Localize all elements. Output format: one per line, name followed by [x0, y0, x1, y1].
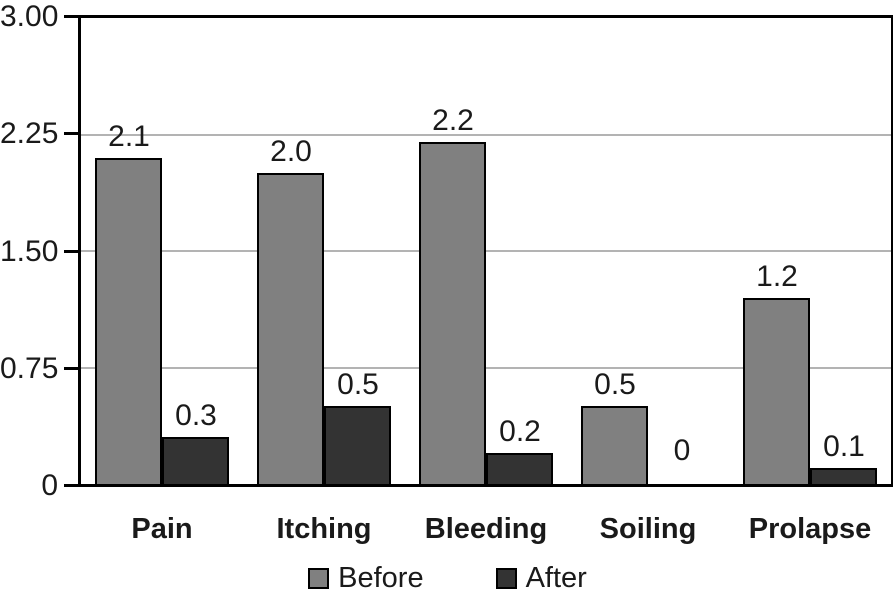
after-swatch-icon: [495, 567, 517, 589]
bar-before-pain: [95, 158, 162, 484]
gridline: [81, 250, 891, 252]
bar-after-pain: [162, 437, 229, 484]
y-axis-tick: [64, 132, 80, 135]
category-label-prolapse: Prolapse: [748, 513, 872, 545]
y-axis-tick: [64, 484, 80, 487]
y-axis-tick: [64, 250, 80, 253]
legend-item-before: Before: [308, 562, 424, 594]
value-label: 0.1: [823, 430, 865, 463]
y-tick-label: 3.00: [0, 0, 59, 33]
category-label-itching: Itching: [276, 513, 372, 545]
bar-before-soiling: [581, 406, 648, 484]
value-label: 2.1: [108, 120, 150, 153]
legend-label: After: [525, 562, 587, 594]
plot-area: 2.1 0.3 2.0 0.5 2.2 0.2 0.5 0 1.2 0.1: [78, 15, 893, 487]
y-axis-tick: [64, 15, 80, 18]
value-label: 1.2: [756, 260, 798, 293]
value-label: 0.5: [337, 368, 379, 401]
legend: Before After: [0, 562, 895, 594]
bar-after-prolapse: [810, 468, 877, 484]
y-tick-label: 0: [41, 469, 58, 502]
value-label: 2.2: [432, 104, 474, 137]
value-label: 2.0: [270, 135, 312, 168]
bar-before-bleeding: [419, 142, 486, 484]
y-axis-tick: [64, 367, 80, 370]
legend-label: Before: [338, 562, 424, 594]
gridline: [81, 134, 891, 136]
bar-after-bleeding: [486, 453, 553, 484]
before-swatch-icon: [308, 567, 330, 589]
value-label: 0.5: [594, 368, 636, 401]
bar-before-itching: [257, 173, 324, 484]
value-label: 0: [673, 434, 691, 467]
category-label-soiling: Soiling: [599, 513, 697, 545]
gridline: [81, 367, 891, 369]
value-label: 0.3: [175, 399, 217, 432]
bar-after-itching: [324, 406, 391, 484]
category-label-bleeding: Bleeding: [424, 513, 548, 545]
y-tick-label: 0.75: [0, 352, 59, 385]
category-label-pain: Pain: [131, 513, 193, 545]
bar-before-prolapse: [743, 298, 810, 484]
value-label: 0.2: [499, 415, 541, 448]
legend-item-after: After: [495, 562, 587, 594]
y-tick-label: 2.25: [0, 117, 59, 150]
y-tick-label: 1.50: [0, 235, 59, 268]
